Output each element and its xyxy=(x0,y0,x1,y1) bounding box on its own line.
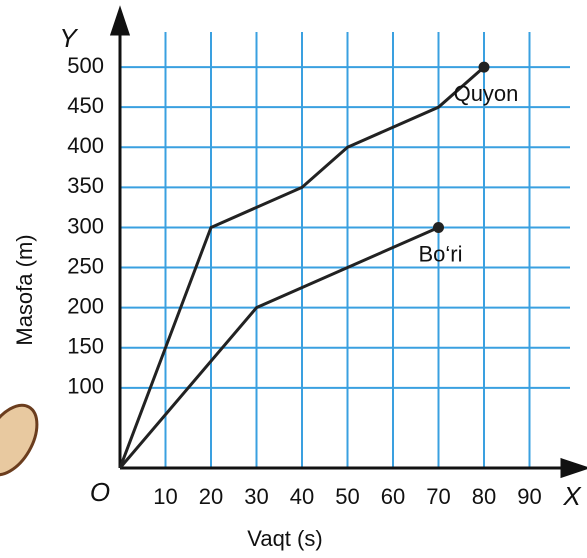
x-tick-label: 40 xyxy=(290,484,314,509)
x-tick-label: 10 xyxy=(153,484,177,509)
y-axis xyxy=(109,5,131,468)
y-tick-label: 350 xyxy=(67,173,104,198)
y-tick-label: 150 xyxy=(67,334,104,359)
end-point xyxy=(433,221,444,233)
y-axis-title: Masofa (m) xyxy=(12,234,37,345)
x-tick-label: 60 xyxy=(381,484,405,509)
x-tick-label: 50 xyxy=(335,484,359,509)
y-tick-label: 250 xyxy=(67,253,104,278)
y-tick-label: 450 xyxy=(67,93,104,118)
x-tick-label: 70 xyxy=(426,484,450,509)
series-line xyxy=(118,226,440,469)
x-tick-label: 30 xyxy=(244,484,268,509)
x-tick-label: 90 xyxy=(517,484,541,509)
x-tick-label: 80 xyxy=(472,484,496,509)
y-tick-label: 500 xyxy=(67,53,104,78)
x-axis-title: Vaqt (s) xyxy=(247,526,322,551)
y-tick-label: 300 xyxy=(67,213,104,238)
end-point xyxy=(478,61,490,73)
x-tick-label: 20 xyxy=(199,484,223,509)
y-tick-label: 400 xyxy=(67,133,104,158)
series-label: Bo‘ri xyxy=(418,241,462,266)
decoration xyxy=(0,403,39,477)
y-tick-label: 200 xyxy=(67,293,104,318)
y-axis-symbol: Y xyxy=(59,23,78,53)
y-tick-label: 100 xyxy=(67,374,104,399)
x-axis-symbol: X xyxy=(562,481,582,511)
origin-label: O xyxy=(90,477,110,507)
series-line xyxy=(118,65,485,469)
x-axis xyxy=(120,457,587,479)
series-label: Quyon xyxy=(454,81,519,106)
